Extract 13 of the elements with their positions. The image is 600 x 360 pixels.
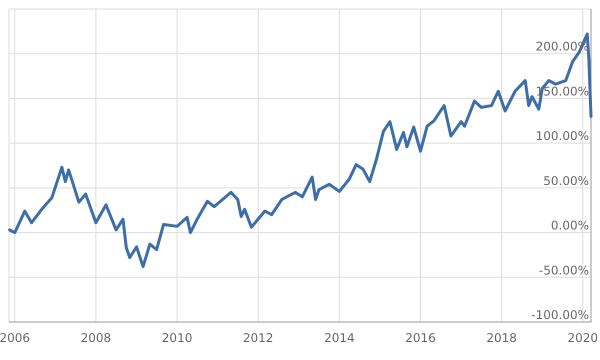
y-tick-label: 100.00% <box>536 129 589 144</box>
x-tick-label: 2020 <box>568 331 598 345</box>
y-tick-label: 50.00% <box>543 174 589 188</box>
x-tick-label: 2006 <box>0 331 30 345</box>
x-tick-label: 2018 <box>486 331 517 345</box>
x-tick-label: 2012 <box>242 331 274 345</box>
y-tick-label: -100.00% <box>531 308 589 322</box>
x-tick-label: 2014 <box>324 331 355 345</box>
y-tick-label: -50.00% <box>538 263 589 278</box>
y-tick-label: 0.00% <box>550 218 589 233</box>
x-tick-label: 2008 <box>80 331 112 345</box>
x-tick-label: 2016 <box>405 331 436 345</box>
x-tick-label: 2010 <box>162 331 192 345</box>
